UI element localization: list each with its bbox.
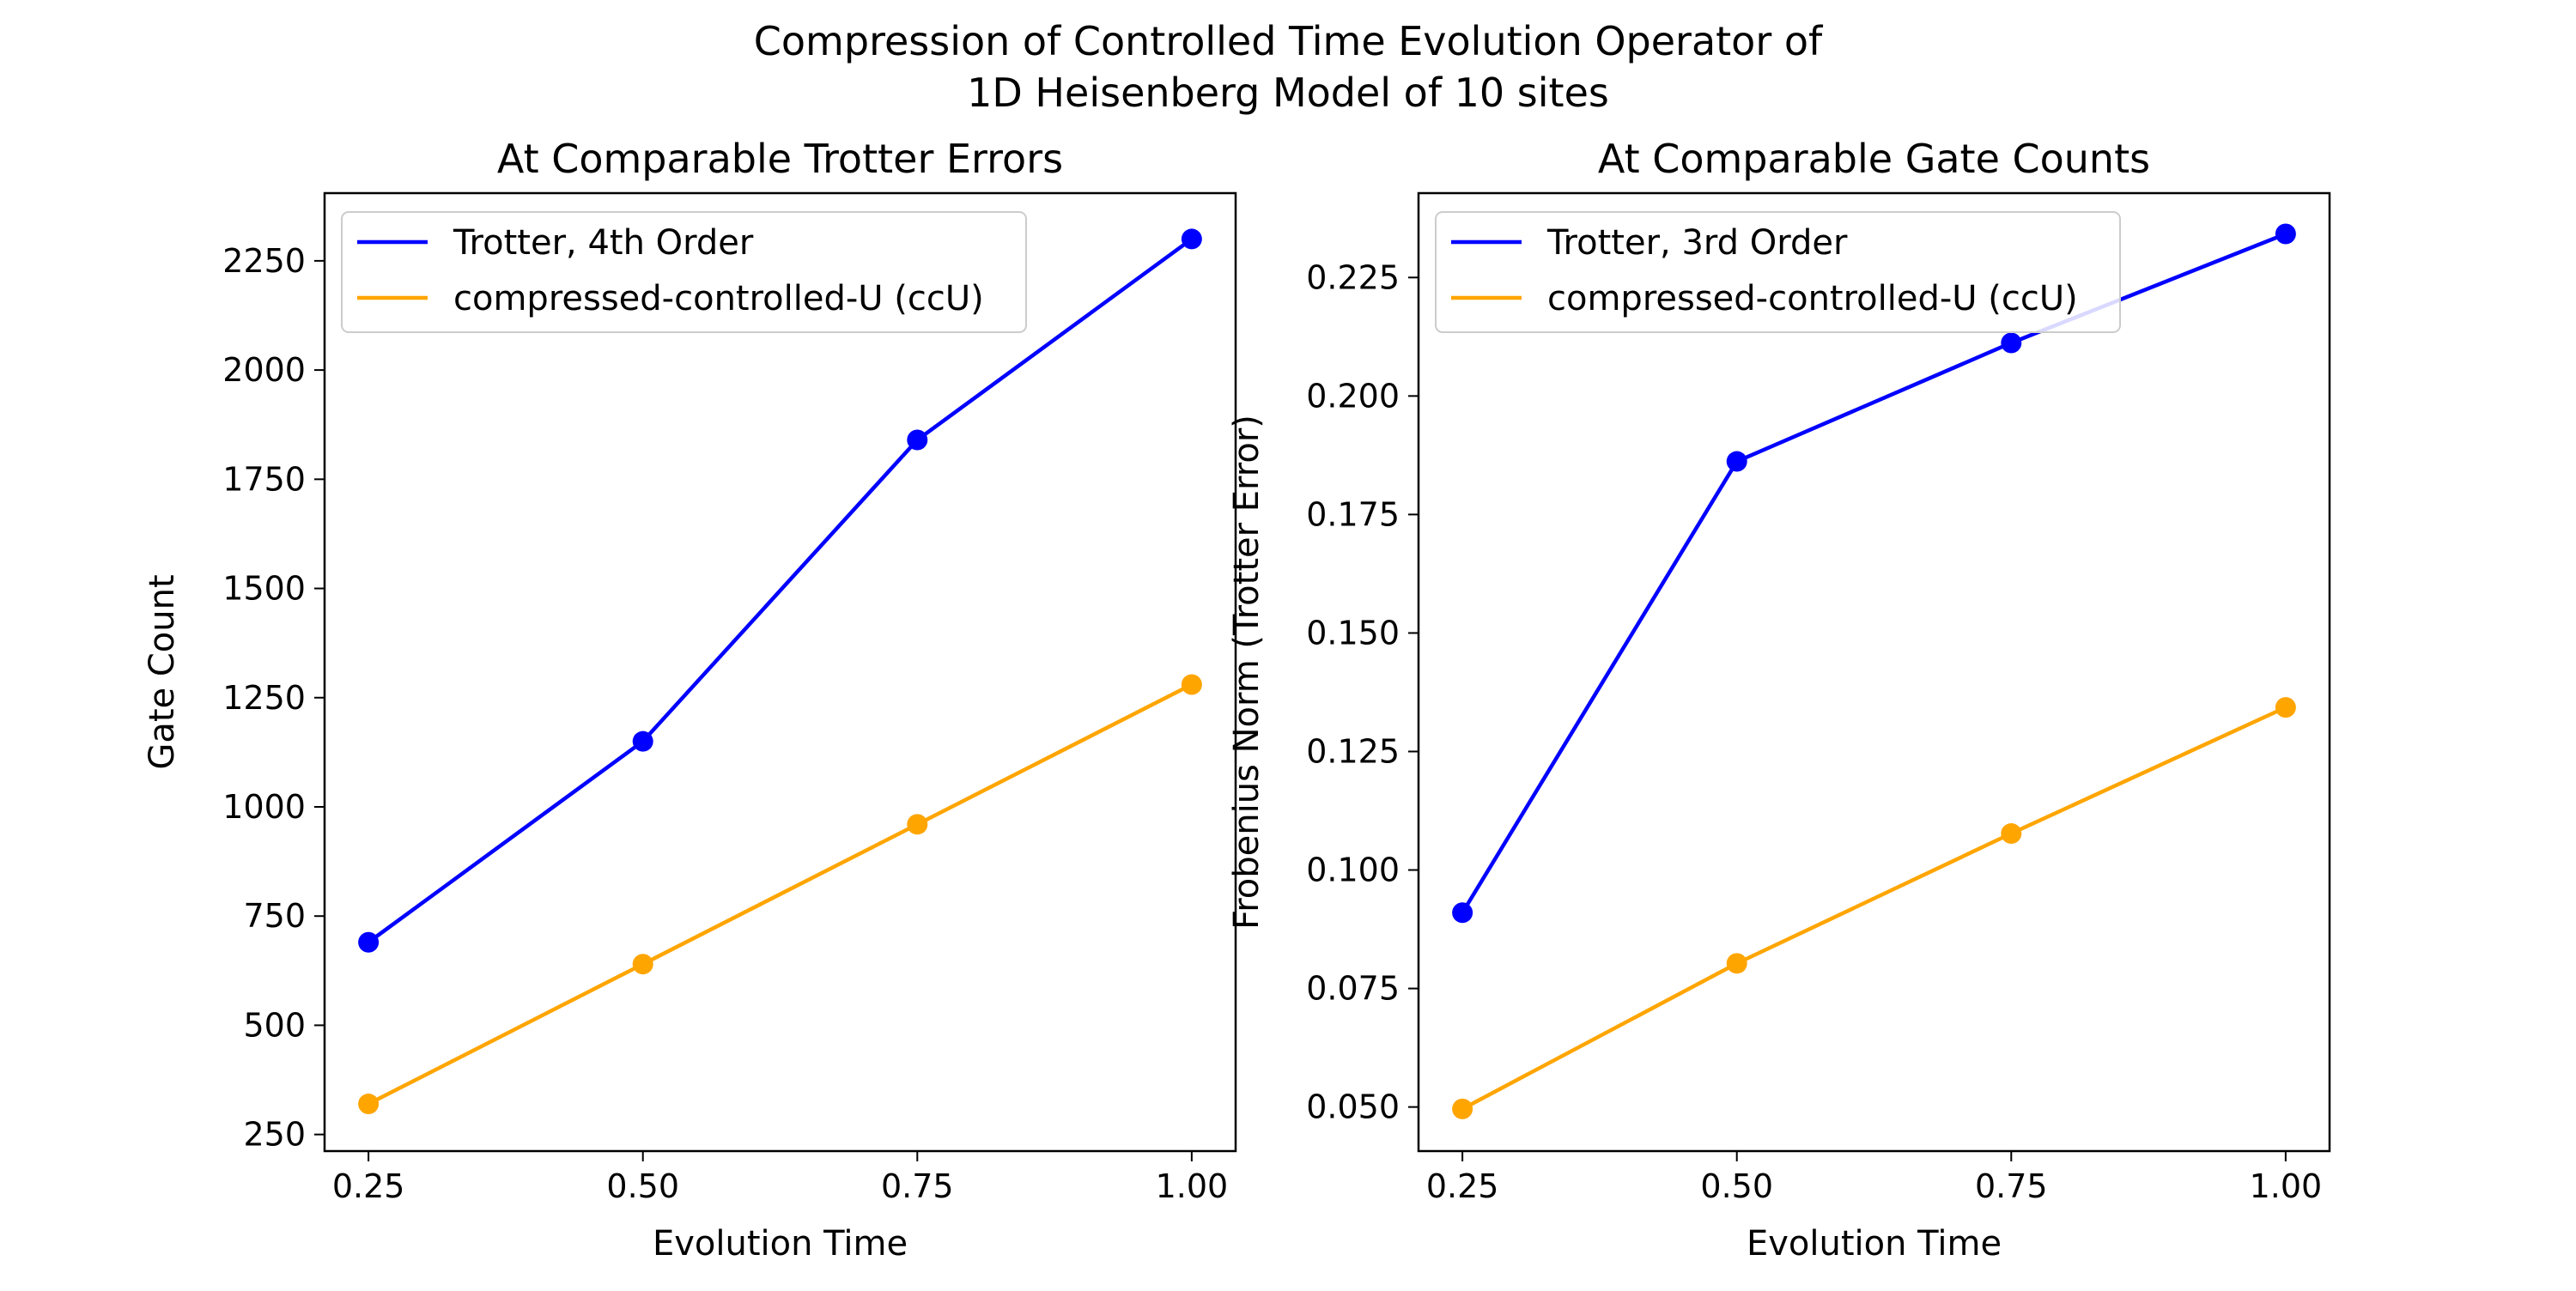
data-point-series-2 <box>2275 697 2296 718</box>
data-point-series-1 <box>1181 228 1202 250</box>
y-tick-label: 0.050 <box>1306 1088 1400 1126</box>
y-tick-label: 1000 <box>222 788 306 826</box>
data-point-series-1 <box>907 429 928 451</box>
y-tick-label: 0.200 <box>1306 377 1400 415</box>
series-line-2 <box>368 682 1193 1106</box>
x-tick-label: 0.25 <box>332 1167 405 1205</box>
y-tick-label: 0.175 <box>1306 495 1400 533</box>
data-point-series-2 <box>1181 674 1202 695</box>
y-tick-label: 0.125 <box>1306 732 1400 770</box>
axes-frame <box>323 191 1237 1153</box>
series-line-1 <box>1461 232 2287 914</box>
data-point-series-1 <box>2001 332 2022 354</box>
x-tick-label: 0.75 <box>881 1167 954 1205</box>
chart-panel-1: At Comparable Trotter Errors 0.25 0.50 0.75… <box>143 136 1237 1264</box>
data-point-series-2 <box>2001 823 2022 845</box>
legend-label: compressed-controlled-U (ccU) <box>453 279 984 318</box>
x-tick-label: 1.00 <box>2250 1167 2323 1205</box>
chart-title: At Comparable Gate Counts <box>1598 136 2150 182</box>
legend: Trotter, 3rd Order compressed-controlled-… <box>1435 211 2121 333</box>
legend-label: Trotter, 4th Order <box>453 223 754 263</box>
x-axis-label: Evolution Time <box>653 1224 908 1264</box>
x-tick-label: 1.00 <box>1156 1167 1229 1205</box>
axes-frame <box>1417 191 2331 1153</box>
data-point-series-1 <box>1726 451 1747 472</box>
data-point-series-1 <box>1452 902 1473 924</box>
data-point-series-2 <box>358 1094 380 1115</box>
y-tick-label: 250 <box>243 1116 306 1154</box>
y-tick-label: 1500 <box>222 570 306 608</box>
data-point-series-2 <box>632 954 653 975</box>
y-tick-label: 2000 <box>222 351 306 389</box>
series-line-2 <box>1461 706 2287 1111</box>
x-axis-label: Evolution Time <box>1747 1224 2002 1264</box>
data-point-series-1 <box>632 730 653 752</box>
x-tick-label: 0.25 <box>1426 1167 1499 1205</box>
y-tick-label: 750 <box>243 897 306 935</box>
y-axis-label: Gate Count <box>143 574 182 769</box>
y-tick-label: 0.225 <box>1306 258 1400 296</box>
y-tick-label: 0.075 <box>1306 970 1400 1008</box>
chart-title: At Comparable Trotter Errors <box>497 136 1063 182</box>
chart-panel-2: At Comparable Gate Counts 0.25 0.50 0.75 1.0… <box>1227 136 2331 1264</box>
legend-box <box>1435 211 2121 333</box>
figure-suptitle: Compression of Controlled Time Evolution… <box>753 18 1823 116</box>
y-tick-label: 0.100 <box>1306 852 1400 889</box>
data-point-series-2 <box>1452 1098 1473 1119</box>
y-tick-label: 2250 <box>222 242 306 280</box>
data-point-series-2 <box>1726 953 1747 974</box>
legend-label: compressed-controlled-U (ccU) <box>1547 279 2078 318</box>
data-point-series-1 <box>358 931 380 953</box>
data-point-series-2 <box>907 814 928 835</box>
legend: Trotter, 4th Order compressed-controlled-… <box>341 211 1027 333</box>
data-point-series-1 <box>2275 223 2296 245</box>
y-axis-label: Frobenius Norm (Trotter Error) <box>1227 415 1267 930</box>
x-tick-label: 0.50 <box>1700 1167 1773 1205</box>
legend-box <box>341 211 1027 333</box>
y-tick-label: 500 <box>243 1006 306 1044</box>
x-tick-label: 0.50 <box>606 1167 679 1205</box>
legend-label: Trotter, 3rd Order <box>1546 223 1848 263</box>
y-tick-label: 1250 <box>222 679 306 717</box>
y-tick-label: 1750 <box>222 460 306 498</box>
series-line-1 <box>367 237 1194 944</box>
y-tick-label: 0.150 <box>1306 614 1400 652</box>
x-tick-label: 0.75 <box>1975 1167 2048 1205</box>
